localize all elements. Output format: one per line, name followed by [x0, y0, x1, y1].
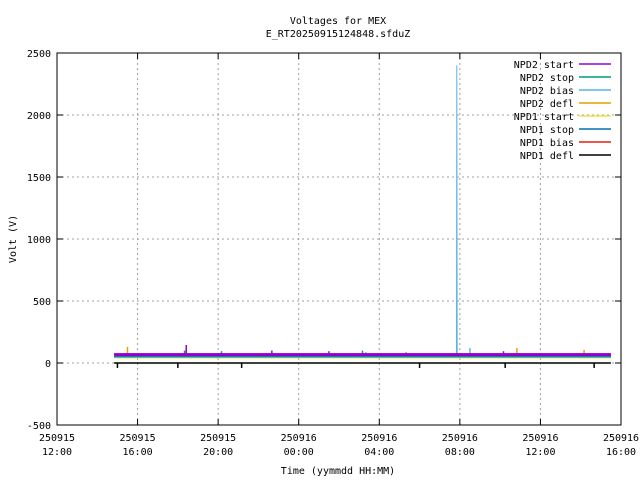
x-tick-label-time: 20:00 — [203, 447, 233, 458]
x-tick-label-date: 250915 — [39, 433, 75, 444]
y-tick-label: 2500 — [27, 49, 51, 60]
x-tick-label-time: 16:00 — [606, 447, 636, 458]
chart-title: Voltages for MEX — [290, 16, 386, 27]
legend-label: NPD1 start — [514, 112, 574, 123]
chart-subtitle: E_RT20250915124848.sfduZ — [266, 29, 411, 40]
legend-label: NPD1 stop — [520, 125, 574, 136]
x-tick-label-date: 250916 — [281, 433, 317, 444]
x-tick-label-time: 12:00 — [525, 447, 555, 458]
x-tick-label-date: 250915 — [200, 433, 236, 444]
legend-label: NPD1 bias — [520, 138, 574, 149]
legend-label: NPD2 start — [514, 60, 574, 71]
x-tick-label-date: 250916 — [603, 433, 639, 444]
series-npd2-start — [114, 345, 611, 357]
series-band — [114, 353, 611, 357]
legend-label: NPD2 defl — [520, 99, 574, 110]
legend-label: NPD2 bias — [520, 86, 574, 97]
y-tick-label: 2000 — [27, 111, 51, 122]
x-tick-label-date: 250915 — [120, 433, 156, 444]
plot-series — [114, 65, 611, 368]
x-tick-label-time: 04:00 — [364, 447, 394, 458]
x-tick-label-time: 00:00 — [284, 447, 314, 458]
y-tick-label: -500 — [27, 421, 51, 432]
axis-ticks: -500 0 500 1000 1500 2000 2500 250915 12:00 25091… — [27, 49, 639, 458]
y-tick-label: 0 — [45, 359, 51, 370]
y-tick-label: 1000 — [27, 235, 51, 246]
x-axis-label: Time (yymmdd HH:MM) — [281, 466, 395, 477]
y-tick-label: 500 — [33, 297, 51, 308]
x-tick-label-time: 12:00 — [42, 447, 72, 458]
y-axis-label: Volt (V) — [8, 215, 19, 263]
x-tick-label-date: 250916 — [442, 433, 478, 444]
x-tick-label-time: 08:00 — [445, 447, 475, 458]
legend-label: NPD1 defl — [520, 151, 574, 162]
series-npd1-defl — [114, 362, 611, 368]
x-tick-label-time: 16:00 — [123, 447, 153, 458]
legend-label: NPD2 stop — [520, 73, 574, 84]
y-tick-label: 1500 — [27, 173, 51, 184]
x-tick-label-date: 250916 — [522, 433, 558, 444]
legend: NPD2 start NPD2 stop NPD2 bias NPD2 defl NPD… — [514, 60, 611, 162]
x-tick-label-date: 250916 — [361, 433, 397, 444]
series-line — [114, 65, 611, 358]
